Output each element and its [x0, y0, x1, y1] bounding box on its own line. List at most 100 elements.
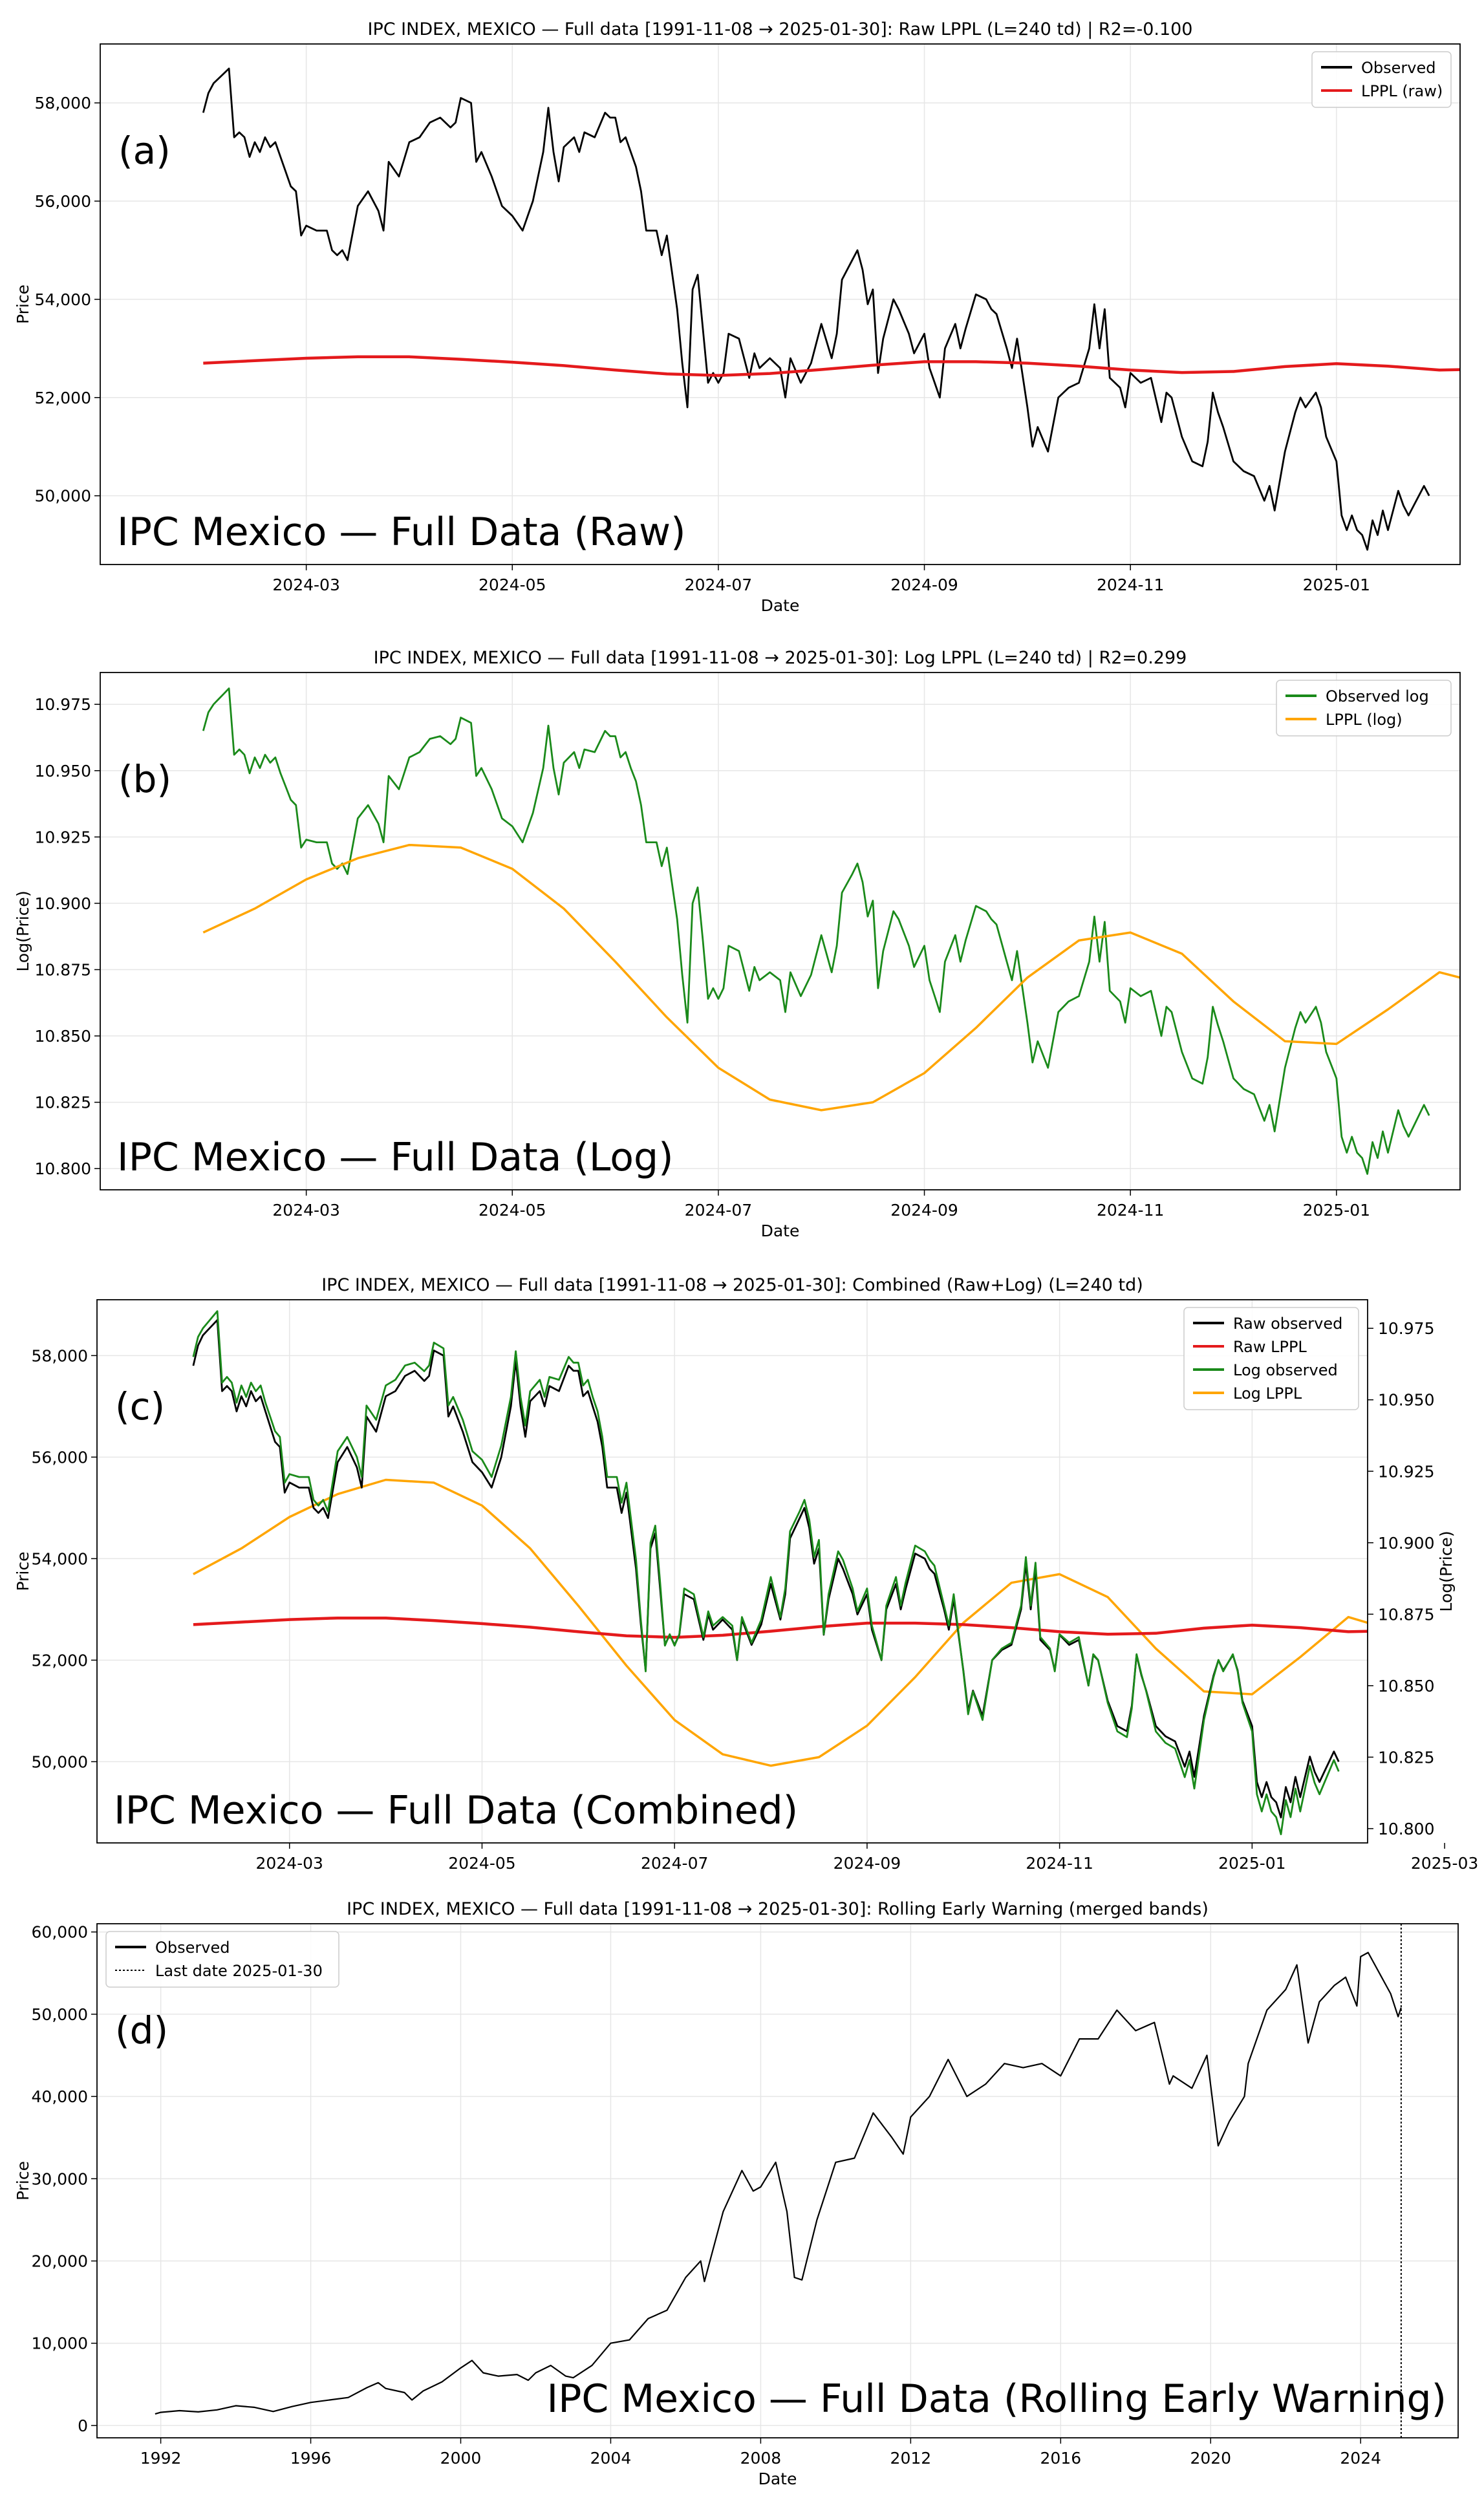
x-tick-label: 2025-01 — [1303, 1201, 1370, 1220]
y-tick-label: 58,000 — [32, 1346, 88, 1365]
x-tick-label: 2024-05 — [448, 1854, 515, 1873]
overlay-caption: IPC Mexico — Full Data (Rolling Early Wa… — [547, 2376, 1446, 2422]
legend-label: Observed — [1361, 59, 1436, 77]
x-tick-label: 2024-05 — [479, 576, 546, 594]
x-axis-label: Date — [761, 596, 800, 615]
y-tick-label: 10.850 — [35, 1027, 91, 1046]
y-axis-label: Price — [14, 2161, 32, 2200]
x-tick-label: 1996 — [290, 2449, 332, 2468]
plot-area — [202, 67, 1460, 551]
x-tick-label: 2024-07 — [641, 1854, 708, 1873]
y-right-tick-label: 10.900 — [1378, 1534, 1434, 1553]
legend-label: Log observed — [1233, 1361, 1338, 1379]
series-line-observed — [155, 1952, 1402, 2415]
series-line-lppl-raw- — [203, 355, 1460, 377]
y-right-tick-label: 10.825 — [1378, 1748, 1434, 1767]
x-tick-label: 2024-11 — [1097, 576, 1164, 594]
overlay-caption: IPC Mexico — Full Data (Raw) — [117, 510, 686, 555]
y-axis-label: Price — [14, 1552, 32, 1591]
legend: Observed Last date 2025-01-30 — [105, 1931, 339, 1988]
x-tick-label: 1992 — [140, 2449, 182, 2468]
y-tick-label: 10.925 — [35, 828, 91, 846]
x-tick-label: 2024-09 — [890, 1201, 958, 1220]
series-line-observed — [202, 67, 1430, 551]
y-right-axis-label: Log(Price) — [1437, 1531, 1456, 1611]
legend-label: Raw LPPL — [1233, 1338, 1307, 1356]
chart-title: IPC INDEX, MEXICO — Full data [1991-11-0… — [368, 19, 1193, 39]
y-tick-label: 56,000 — [35, 192, 91, 211]
legend-label: Raw observed — [1233, 1315, 1342, 1333]
y-tick-label: 50,000 — [32, 1752, 88, 1771]
y-right-tick-label: 10.800 — [1378, 1820, 1434, 1838]
x-tick-label: 2024-09 — [890, 576, 958, 594]
legend: Observed log LPPL (log) — [1276, 680, 1452, 737]
y-tick-label: 50,000 — [32, 2005, 88, 2024]
panel-label: (b) — [118, 757, 171, 801]
chart-panel-b: IPC INDEX, MEXICO — Full data [1991-11-0… — [14, 648, 1461, 1240]
plot-area — [192, 1310, 1368, 1836]
x-axis-label: Date — [758, 2469, 797, 2488]
legend-box — [1311, 51, 1452, 108]
chart-title: IPC INDEX, MEXICO — Full data [1991-11-0… — [321, 1275, 1143, 1295]
y-tick-label: 56,000 — [32, 1448, 88, 1467]
plot-frame — [100, 43, 1461, 565]
plot-area — [155, 1924, 1402, 2438]
chart-panel-d: IPC INDEX, MEXICO — Full data [1991-11-0… — [14, 1899, 1459, 2488]
legend-label: Log LPPL — [1233, 1384, 1302, 1403]
series-line-log-observed — [192, 1310, 1340, 1836]
legend-label: Last date 2025-01-30 — [155, 1962, 323, 1980]
y-tick-label: 30,000 — [32, 2169, 88, 2188]
legend: Raw observed Raw LPPL Log observed Log LPPL — [1183, 1307, 1359, 1410]
y-right-tick-label: 10.875 — [1378, 1605, 1434, 1624]
chart-panel-a: IPC INDEX, MEXICO — Full data [1991-11-0… — [14, 19, 1461, 615]
series-line-raw-lppl — [193, 1616, 1368, 1639]
y-tick-label: 10.875 — [35, 960, 91, 979]
series-line-observed-log — [202, 687, 1430, 1175]
x-tick-label: 2000 — [440, 2449, 482, 2468]
x-tick-label: 2024-03 — [272, 576, 339, 594]
series-line-log-lppl — [193, 1478, 1368, 1767]
plot-frame — [96, 1923, 1459, 2438]
y-tick-label: 0 — [78, 2416, 88, 2435]
y-tick-label: 10.950 — [35, 762, 91, 780]
y-tick-label: 10.900 — [35, 894, 91, 913]
x-tick-label: 2024 — [1340, 2449, 1381, 2468]
series-line-lppl-log- — [202, 843, 1460, 1112]
overlay-caption: IPC Mexico — Full Data (Combined) — [114, 1788, 798, 1833]
y-right-tick-label: 10.850 — [1378, 1677, 1434, 1695]
y-tick-label: 10.825 — [35, 1093, 91, 1112]
x-tick-label: 2024-07 — [685, 1201, 752, 1220]
x-tick-label: 2024-07 — [685, 576, 752, 594]
y-axis-label: Log(Price) — [14, 890, 32, 971]
y-tick-label: 50,000 — [35, 487, 91, 506]
y-tick-label: 20,000 — [32, 2252, 88, 2271]
y-tick-label: 58,000 — [35, 94, 91, 113]
grid — [100, 672, 1460, 1190]
x-tick-label: 2024-05 — [479, 1201, 546, 1220]
x-tick-label: 2016 — [1040, 2449, 1082, 2468]
chart-title: IPC INDEX, MEXICO — Full data [1991-11-0… — [374, 648, 1187, 668]
panel-label: (c) — [115, 1384, 165, 1428]
series-line-raw-observed — [192, 1319, 1340, 1819]
legend: Observed LPPL (raw) — [1311, 51, 1452, 108]
x-tick-label: 2024-11 — [1097, 1201, 1164, 1220]
x-axis-label: Date — [761, 1221, 800, 1240]
legend-box — [1276, 680, 1452, 737]
legend-box — [105, 1931, 339, 1988]
legend-label: Observed log — [1326, 687, 1429, 705]
x-tick-label: 2012 — [890, 2449, 932, 2468]
x-tick-label: 2025-03 — [1411, 1854, 1478, 1873]
panel-label: (a) — [118, 129, 171, 173]
chart-panel-c: IPC INDEX, MEXICO — Full data [1991-11-0… — [14, 1275, 1478, 1873]
x-tick-label: 2024-03 — [255, 1854, 323, 1873]
x-tick-label: 2024-09 — [833, 1854, 901, 1873]
y-tick-label: 54,000 — [35, 290, 91, 309]
overlay-caption: IPC Mexico — Full Data (Log) — [117, 1135, 673, 1180]
x-tick-label: 2025-01 — [1218, 1854, 1285, 1873]
plot-area — [202, 687, 1460, 1175]
y-tick-label: 52,000 — [35, 389, 91, 407]
chart-title: IPC INDEX, MEXICO — Full data [1991-11-0… — [347, 1899, 1209, 1919]
y-right-tick-label: 10.925 — [1378, 1462, 1434, 1481]
grid — [100, 44, 1460, 565]
y-axis-label: Price — [14, 285, 32, 324]
